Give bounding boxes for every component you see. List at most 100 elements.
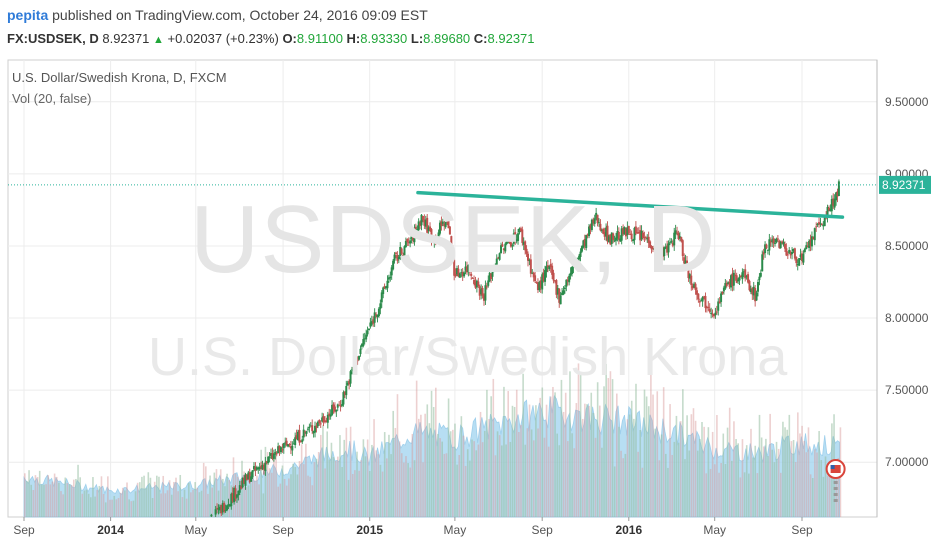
last-price-badge: 8.92371 <box>879 175 931 194</box>
volume-bar <box>194 482 196 517</box>
volume-bar <box>667 467 669 517</box>
candle-body <box>664 246 667 249</box>
candle-body <box>410 232 413 239</box>
volume-bar <box>36 477 39 517</box>
candle-body <box>463 272 466 277</box>
candle-body <box>792 249 795 252</box>
volume-bar <box>443 453 446 517</box>
volume-bar <box>320 434 322 517</box>
volume-bar <box>609 371 612 517</box>
candle-body <box>524 241 527 251</box>
volume-bar <box>328 459 331 517</box>
candle-body <box>661 246 664 257</box>
candle-body <box>252 466 255 470</box>
volume-bar <box>375 450 377 517</box>
candle-body <box>762 252 765 255</box>
volume-bar <box>168 480 171 517</box>
volume-bar <box>809 474 812 517</box>
volume-bar <box>779 472 782 517</box>
volume-bar <box>177 491 179 517</box>
watermark-symbol: USDSEK, D <box>190 186 717 293</box>
volume-bar <box>541 387 544 517</box>
candle-body <box>366 330 369 335</box>
candle-body <box>260 465 263 468</box>
candle-body <box>440 221 443 226</box>
candle-body <box>265 461 268 464</box>
close-label: C: <box>473 31 488 46</box>
volume-bar <box>24 473 26 517</box>
volume-bar <box>735 439 737 517</box>
volume-bar <box>592 412 595 517</box>
volume-bar <box>513 406 516 517</box>
volume-bar <box>141 476 143 517</box>
volume-bar <box>696 450 699 517</box>
candle-body <box>751 288 754 295</box>
candle-body <box>822 224 825 227</box>
candle-body <box>358 355 361 360</box>
candle-body <box>683 257 686 264</box>
candle-body <box>595 212 598 219</box>
volume-bar <box>505 444 507 517</box>
volume-bar <box>726 427 729 517</box>
candle-body <box>217 508 220 510</box>
candle-body <box>643 237 646 239</box>
candle-body <box>339 405 342 407</box>
volume-bar <box>616 393 618 517</box>
candle-body <box>294 437 297 446</box>
candle-body <box>603 232 606 237</box>
candle-body <box>785 248 788 256</box>
volume-bar <box>417 418 420 517</box>
candle-body <box>226 505 229 511</box>
candle-body <box>654 248 657 250</box>
candle-body <box>705 306 708 309</box>
candle-body <box>806 246 809 248</box>
y-tick-label: 9.50000 <box>885 95 929 109</box>
candle-body <box>613 240 616 242</box>
candle-body <box>234 488 237 499</box>
volume-bar <box>669 404 671 517</box>
volume-bar <box>38 470 41 517</box>
volume-bar <box>643 389 646 517</box>
volume-bar <box>296 474 299 517</box>
author-link[interactable]: pepita <box>7 7 49 23</box>
candle-body <box>375 314 378 316</box>
candle-body <box>717 301 720 311</box>
volume-bar <box>483 430 486 517</box>
candle-body <box>464 266 467 271</box>
candle-body <box>610 232 613 244</box>
candle-body <box>634 226 637 234</box>
volume-bar <box>130 501 133 517</box>
symbol-label[interactable]: FX:USDSEK, D <box>7 31 99 46</box>
volume-bar <box>356 451 358 517</box>
candle-body <box>765 244 768 249</box>
candle-body <box>707 306 710 308</box>
volume-bar <box>577 363 580 517</box>
volume-bar <box>488 419 490 517</box>
candle-body <box>528 259 531 262</box>
candle-body <box>248 472 251 483</box>
volume-bar <box>187 482 190 517</box>
candle-body <box>521 229 524 243</box>
candle-body <box>267 456 270 464</box>
candle-body <box>778 240 781 248</box>
candle-body <box>501 244 504 247</box>
volume-bar <box>664 453 667 517</box>
candle-body <box>771 239 774 242</box>
candle-body <box>622 228 625 234</box>
candle-body <box>833 198 836 208</box>
candle-body <box>756 282 759 292</box>
volume-bar <box>733 421 735 517</box>
x-tick-label: May <box>444 523 467 537</box>
volume-bar <box>420 414 422 517</box>
candle-body <box>243 477 246 484</box>
volume-bar <box>424 413 426 517</box>
volume-bar <box>554 392 556 517</box>
candle-body <box>241 478 244 488</box>
volume-bar <box>773 462 776 517</box>
volume-bar <box>100 476 103 517</box>
volume-bar <box>624 453 627 517</box>
volume-indicator-label[interactable]: Vol (20, false) <box>12 91 92 106</box>
candle-body <box>656 244 659 251</box>
candle-body <box>482 295 485 301</box>
